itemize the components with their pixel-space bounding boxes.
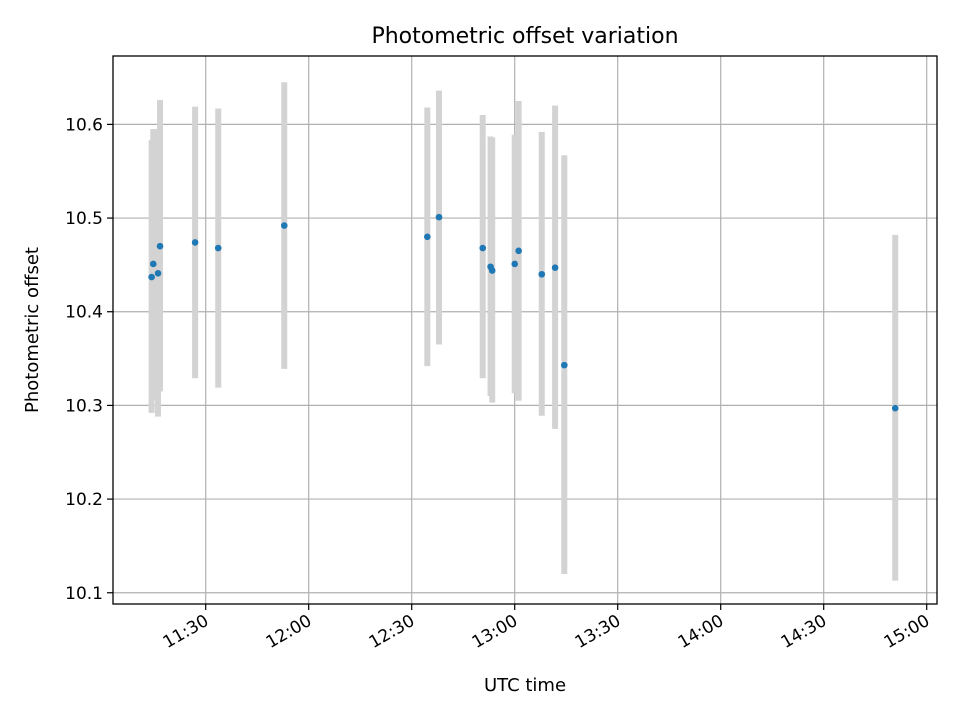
- data-point: [424, 233, 431, 241]
- data-point: [154, 270, 162, 277]
- chart-title: Photometric offset variation: [371, 24, 678, 49]
- data-point: [280, 222, 288, 229]
- data-point: [488, 267, 496, 274]
- data-point: [435, 213, 443, 221]
- y-tick-label: 10.6: [65, 115, 103, 135]
- data-point: [515, 247, 522, 255]
- y-tick-label: 10.2: [65, 490, 103, 510]
- data-point: [148, 273, 155, 281]
- data-point: [891, 404, 899, 412]
- data-point: [538, 270, 546, 278]
- data-point: [214, 244, 222, 252]
- x-axis-label: UTC time: [484, 675, 566, 696]
- plot-frame: [112, 55, 938, 605]
- data-point: [191, 239, 199, 246]
- y-tick-label: 10.4: [65, 303, 103, 323]
- grid-layer: [113, 56, 937, 604]
- data-point: [149, 260, 157, 268]
- point-layer: [148, 213, 899, 412]
- y-axis-label: Photometric offset: [22, 247, 43, 413]
- data-point: [551, 264, 559, 272]
- data-point: [156, 242, 164, 250]
- data-point: [561, 361, 568, 369]
- y-tick-label: 10.1: [65, 584, 103, 604]
- data-point: [479, 244, 487, 252]
- y-tick-label: 10.5: [65, 209, 103, 229]
- data-point: [511, 260, 518, 268]
- y-tick-label: 10.3: [65, 396, 103, 416]
